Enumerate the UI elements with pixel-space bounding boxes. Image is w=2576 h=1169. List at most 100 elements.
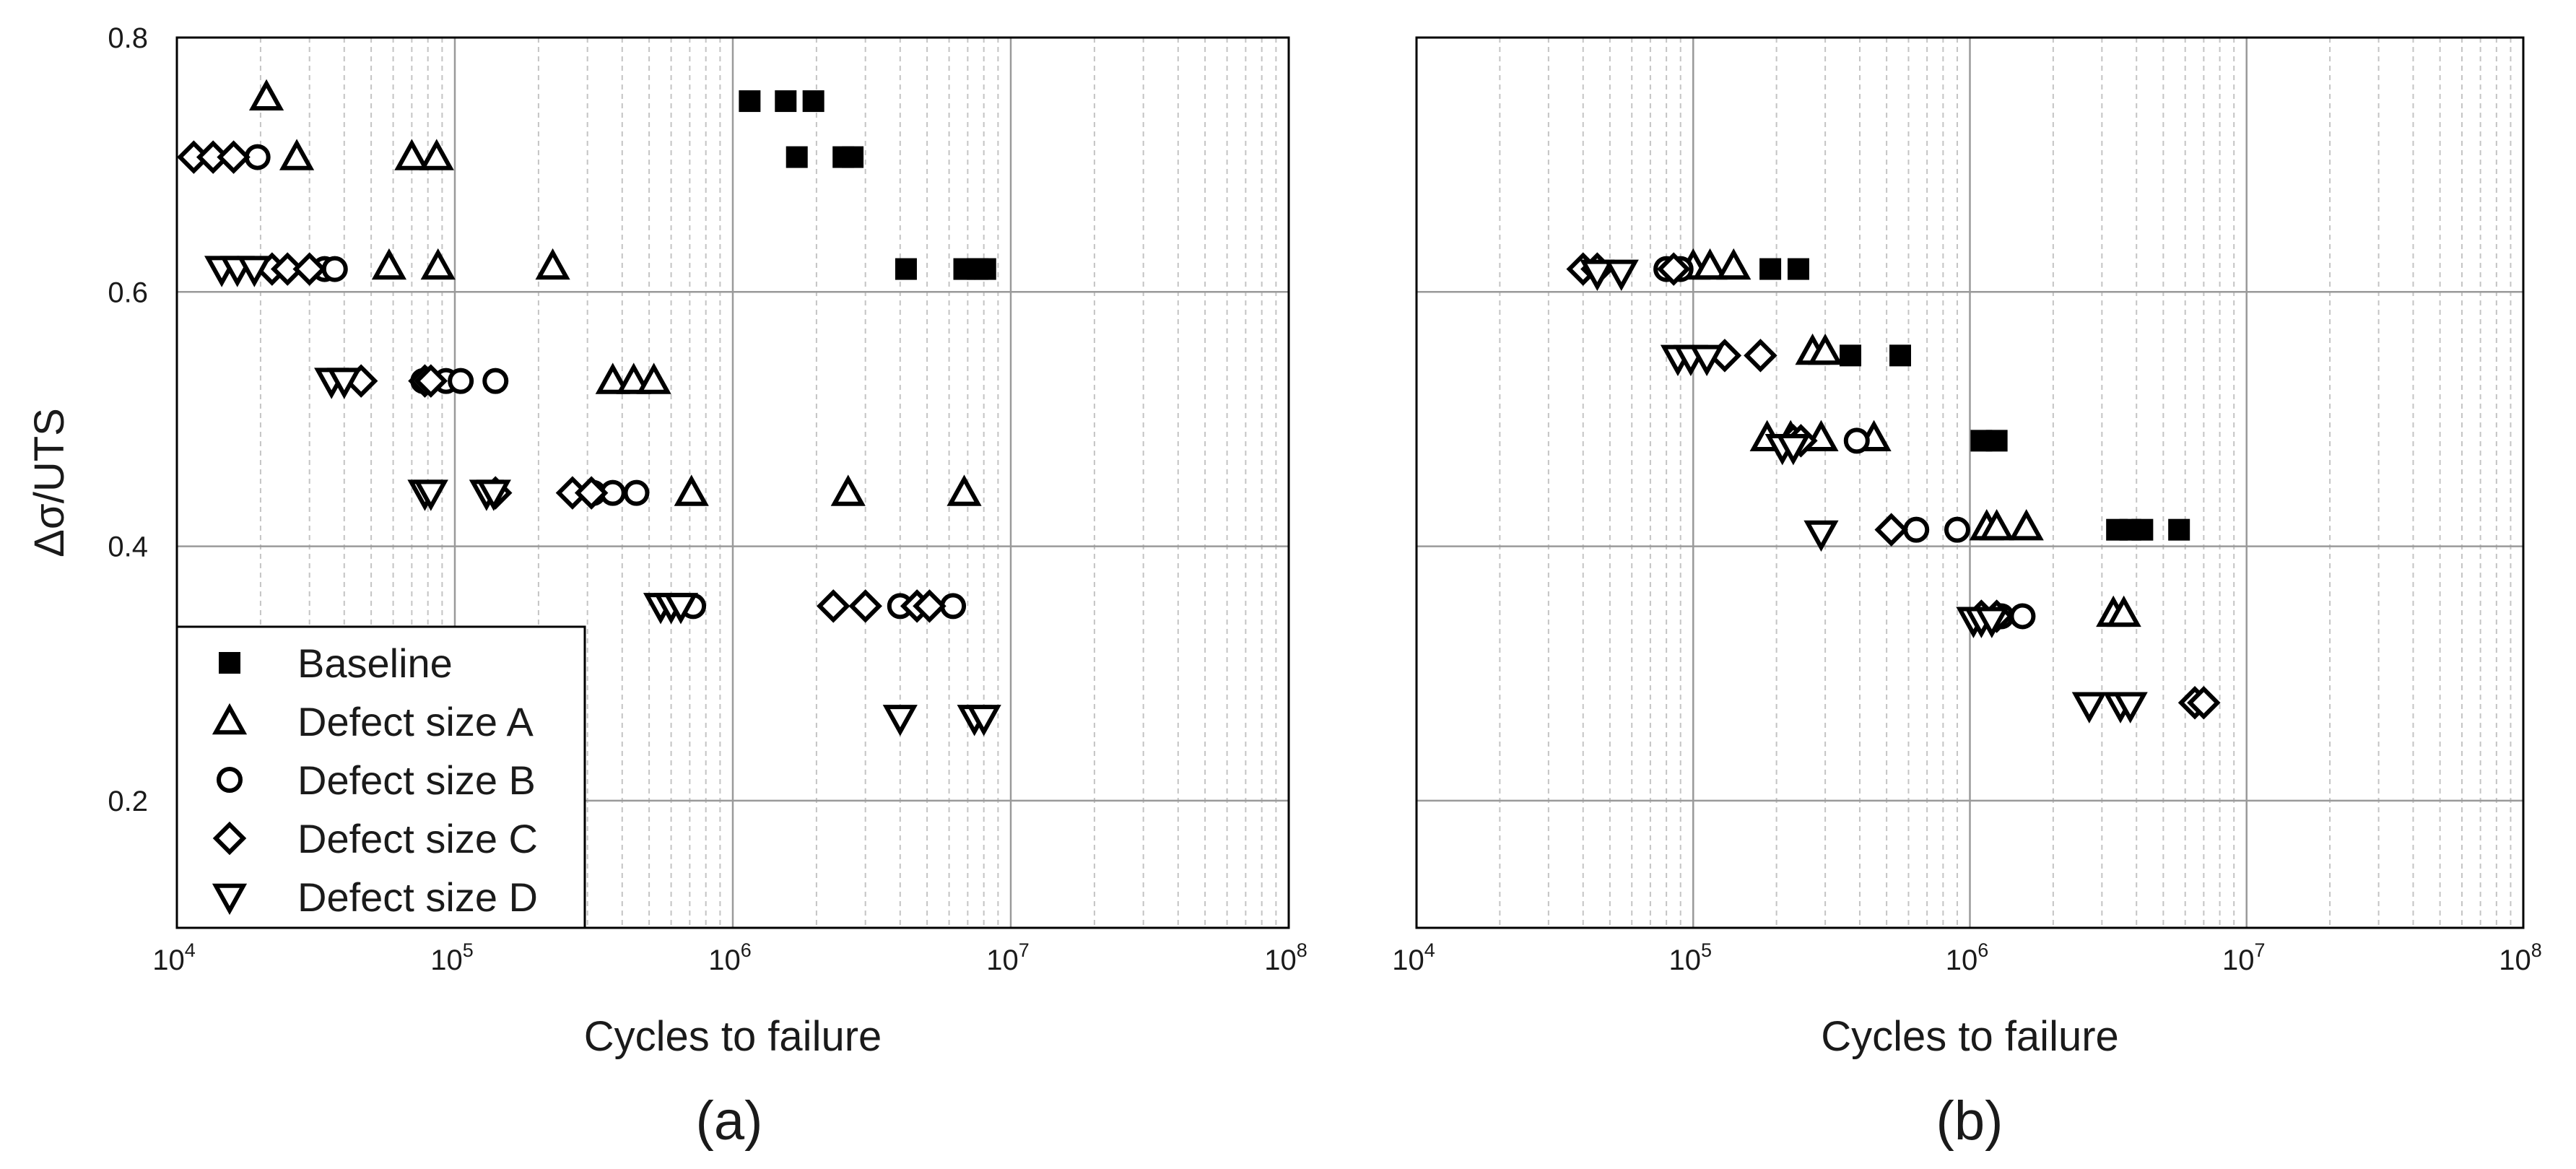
legend-marker: [219, 652, 240, 674]
data-point: [1843, 427, 1870, 454]
y-tick-label: 0.8: [108, 22, 148, 54]
data-point: [1689, 344, 1725, 377]
series-baseline: [1759, 258, 2190, 541]
legend-label: Defect size D: [297, 874, 538, 920]
data-point: [279, 139, 315, 170]
legend-marker: [217, 767, 243, 793]
data-point: [1692, 248, 1728, 280]
data-point: [775, 90, 797, 113]
y-axis-title: Δσ/UTS: [26, 408, 73, 557]
legend-box: [175, 625, 586, 929]
data-point: [1874, 513, 1908, 547]
y-tick-label: 0.4: [108, 531, 148, 563]
series-defect-size-a: [1676, 248, 2141, 627]
x-tick-base: 10: [152, 944, 185, 976]
panel-label: (b): [1936, 1090, 2003, 1152]
data-point: [326, 368, 362, 399]
data-point: [482, 368, 509, 394]
data-point: [476, 479, 511, 511]
x-tick-exponent: 7: [2254, 939, 2265, 961]
x-tick-label: 104: [1392, 939, 1435, 976]
series-defect-size-d: [1580, 259, 2148, 723]
data-points: [1566, 248, 2221, 723]
data-point: [1889, 344, 1911, 367]
x-tick-exponent: 8: [1297, 939, 1307, 961]
data-point: [1840, 344, 1862, 367]
data-point: [974, 258, 996, 280]
legend-marker: [212, 883, 248, 916]
data-point: [842, 146, 864, 168]
data-point: [2131, 518, 2154, 541]
series-defect-size-c: [177, 140, 947, 623]
x-tick-base: 10: [986, 944, 1019, 976]
data-point: [413, 479, 448, 511]
data-point: [1979, 508, 2014, 541]
data-point: [966, 705, 1001, 736]
series-baseline: [739, 90, 996, 280]
data-point: [237, 256, 272, 287]
plot-frame: [175, 36, 1290, 929]
data-point: [419, 139, 454, 170]
x-axis-title: Cycles to failure: [584, 1013, 882, 1060]
data-point: [895, 258, 917, 280]
x-tick-base: 10: [430, 944, 463, 976]
x-tick-label: 105: [1668, 939, 1712, 976]
grid: [177, 38, 1289, 928]
data-point: [248, 79, 284, 110]
data-point: [848, 589, 882, 623]
data-point: [1604, 259, 1639, 292]
data-point: [414, 364, 448, 398]
x-tick-label: 106: [708, 939, 752, 976]
data-point: [1775, 433, 1811, 466]
data-point: [574, 476, 609, 510]
data-point: [2168, 518, 2190, 541]
data-point: [830, 474, 866, 506]
data-point: [616, 362, 651, 394]
x-tick-exponent: 6: [741, 939, 752, 961]
chart-panel-a: 104 105 106 107 1080.20.40.60.8Δσ/UTSCycles …: [26, 22, 1307, 1152]
data-point: [1580, 259, 1615, 292]
data-point: [1656, 252, 1691, 286]
data-point: [1787, 258, 1809, 280]
data-point: [947, 474, 982, 506]
x-tick-label: 107: [986, 939, 1030, 976]
data-point: [292, 252, 326, 286]
legend-label: Defect size A: [297, 699, 534, 744]
x-tick-base: 10: [1264, 944, 1297, 976]
data-point: [394, 139, 430, 170]
data-point: [1808, 333, 1843, 365]
legend-marker: [212, 821, 247, 856]
legend-label: Defect size C: [297, 816, 538, 861]
data-point: [2071, 692, 2107, 723]
data-point: [1903, 516, 1930, 543]
legend: Baseline Defect size A Defect size B Defect…: [175, 625, 586, 929]
data-point: [1944, 516, 1970, 543]
data-point: [1985, 430, 2008, 452]
data-point: [217, 140, 251, 174]
data-point: [802, 90, 824, 113]
data-point: [1803, 520, 1839, 552]
x-tick-exponent: 8: [2531, 939, 2542, 961]
x-tick-label: 108: [2499, 939, 2542, 976]
x-tick-label: 104: [152, 939, 196, 976]
data-point: [1974, 607, 2009, 638]
data-point: [2009, 508, 2044, 541]
x-tick-base: 10: [2222, 944, 2255, 976]
data-point: [882, 705, 918, 736]
x-tick-label: 108: [1264, 939, 1307, 976]
data-point: [1744, 339, 1777, 373]
panel-label: (a): [696, 1090, 763, 1152]
data-point: [913, 589, 947, 623]
y-tick-label: 0.2: [108, 786, 148, 817]
x-axis-title: Cycles to failure: [1821, 1013, 2119, 1060]
series-defect-size-d: [204, 256, 1001, 736]
data-point: [1759, 258, 1782, 280]
legend-marker: [212, 703, 248, 735]
x-tick-label: 107: [2222, 939, 2266, 976]
data-point: [321, 256, 348, 282]
x-tick-exponent: 4: [185, 939, 196, 961]
legend-label: Defect size B: [297, 757, 536, 803]
x-tick-base: 10: [708, 944, 741, 976]
data-point: [663, 593, 699, 625]
